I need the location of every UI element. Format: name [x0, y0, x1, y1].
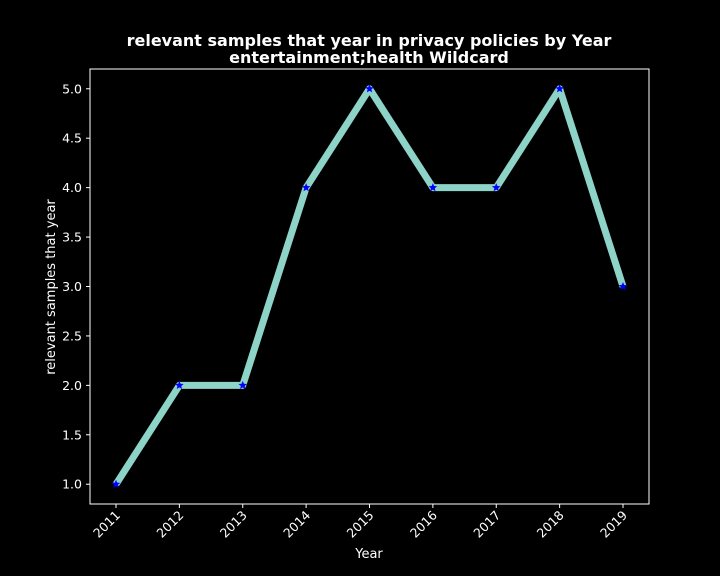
y-tick-label: 5.0 [62, 81, 82, 96]
y-tick-label: 3.5 [62, 230, 82, 245]
data-point-marker [491, 183, 501, 192]
y-tick-label: 3.0 [62, 279, 82, 294]
data-point-marker [238, 380, 248, 389]
data-series [111, 84, 628, 488]
y-tick-label: 1.5 [62, 427, 82, 442]
chart-title-line-2: entertainment;health Wildcard [229, 48, 509, 67]
y-tick-label: 4.0 [62, 180, 82, 195]
data-point-marker [555, 84, 564, 93]
y-axis-ticks: 1.0 1.5 2.0 2.5 3.0 3.5 4.0 4.5 5.0 [62, 81, 90, 492]
data-point-marker [365, 84, 374, 93]
y-tick-label: 4.5 [62, 131, 82, 146]
data-point-marker [428, 183, 438, 192]
data-point-marker [618, 282, 628, 291]
x-axis-label: Year [354, 547, 383, 562]
y-axis-label: relevant samples that year [44, 199, 59, 375]
y-tick-label: 1.0 [62, 477, 82, 492]
data-point-marker [301, 183, 311, 192]
data-point-marker [175, 380, 184, 389]
chart-title-line-1: relevant samples that year in privacy po… [127, 31, 612, 50]
y-tick-label: 2.0 [62, 378, 82, 393]
y-tick-label: 2.5 [62, 328, 82, 343]
data-point-marker [111, 479, 121, 488]
